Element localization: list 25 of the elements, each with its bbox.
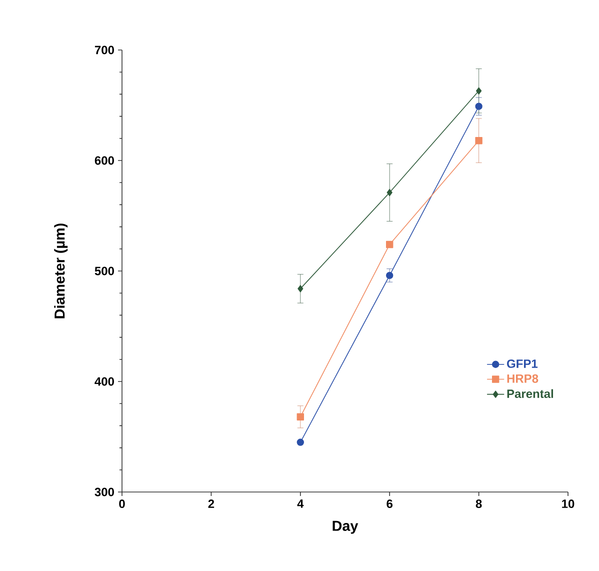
y-tick-label: 600: [94, 156, 114, 165]
y-tick-label: 700: [94, 46, 114, 54]
x-axis-title: Day: [332, 520, 358, 534]
point: [476, 87, 482, 94]
point: [298, 285, 304, 292]
y-tick-label: 300: [94, 488, 114, 496]
y-tick-label: 400: [94, 377, 114, 386]
legend-label: HRP8: [507, 374, 538, 383]
x-tick-label: 8: [476, 500, 482, 508]
legend-label: GFP1: [507, 359, 538, 368]
point: [296, 438, 304, 446]
x-tick-label: 10: [562, 500, 574, 508]
point: [386, 240, 394, 248]
x-tick-label: 4: [297, 500, 304, 508]
legend-label: Parental: [507, 389, 554, 398]
x-tick-label: 2: [208, 500, 214, 508]
point: [296, 413, 304, 420]
point: [475, 102, 482, 110]
x-tick-label: 6: [386, 500, 393, 508]
point: [386, 272, 394, 280]
point: [386, 188, 392, 196]
x-tick-label: 0: [119, 500, 125, 508]
point: [475, 137, 482, 144]
y-axis-title: Diameter (µm): [54, 224, 68, 318]
y-tick-label: 500: [94, 266, 114, 276]
